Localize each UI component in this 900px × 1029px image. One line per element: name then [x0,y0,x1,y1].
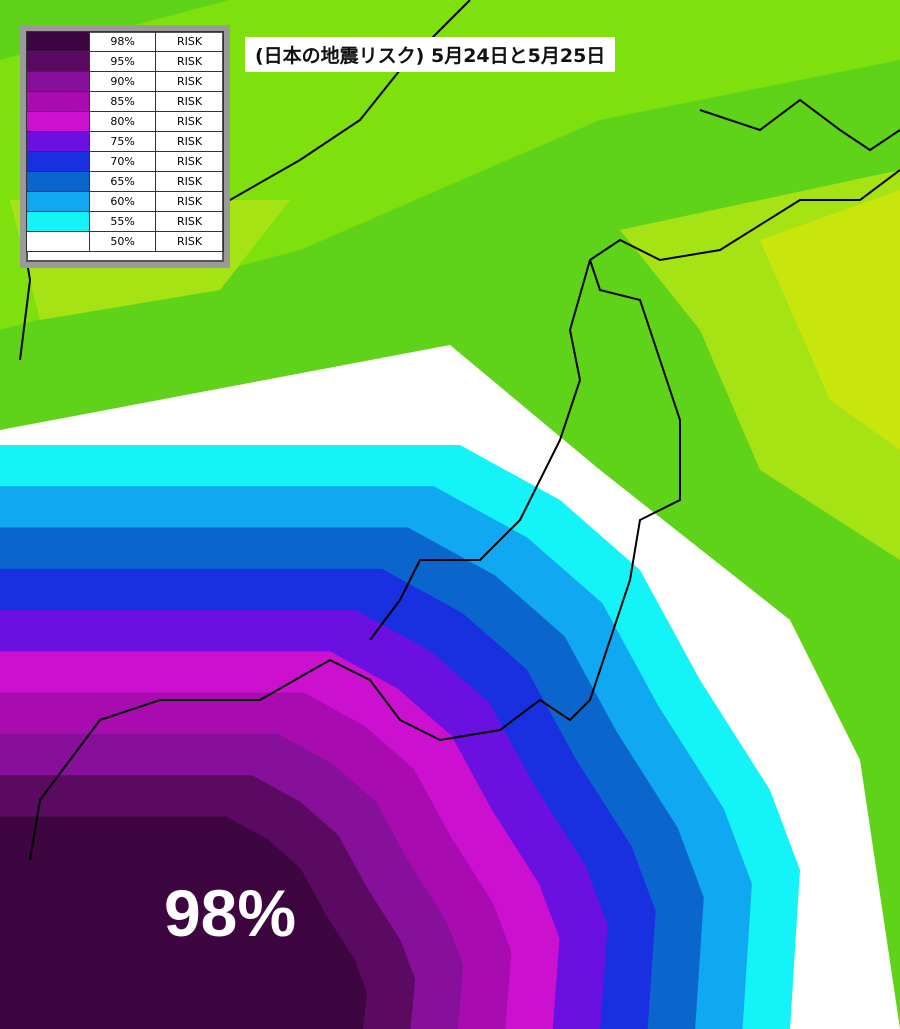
legend-row: 75% RISK [26,131,224,152]
legend-swatch [26,91,90,112]
legend-label: RISK [155,231,224,252]
legend-row: 95% RISK [26,51,224,72]
legend-percent: 55% [88,211,157,232]
legend-row: 55% RISK [26,211,224,232]
legend-swatch [26,31,90,52]
legend-swatch [26,51,90,72]
legend-percent: 90% [88,71,157,92]
legend-label: RISK [155,191,224,212]
legend-percent: 95% [88,51,157,72]
legend-row: 80% RISK [26,111,224,132]
legend-row: 85% RISK [26,91,224,112]
title: (日本の地震リスク) 5月24日と5月25日 [245,37,616,72]
legend-label: RISK [155,31,224,52]
legend-label: RISK [155,51,224,72]
legend-percent: 85% [88,91,157,112]
zone [760,190,900,450]
legend-swatch [26,191,90,212]
legend: 98% RISK 95% RISK 90% RISK 85% RISK 80% RISK 75% RI… [20,25,230,268]
legend-row: 65% RISK [26,171,224,192]
legend-row: 90% RISK [26,71,224,92]
legend-label: RISK [155,111,224,132]
legend-percent: 60% [88,191,157,212]
bands [0,445,800,1029]
legend-percent: 70% [88,151,157,172]
legend-swatch [26,231,90,252]
legend-percent: 50% [88,231,157,252]
legend-row: 50% RISK [26,231,224,252]
legend-swatch [26,131,90,152]
legend-label: RISK [155,211,224,232]
legend-swatch [26,111,90,132]
legend-swatch [26,211,90,232]
legend-row: 98% RISK [26,31,224,52]
legend-percent: 98% [88,31,157,52]
legend-row: 60% RISK [26,191,224,212]
legend-swatch [26,151,90,172]
legend-percent: 75% [88,131,157,152]
legend-row: 70% RISK [26,151,224,172]
legend-label: RISK [155,91,224,112]
legend-swatch [26,171,90,192]
center-label: 98% [163,876,297,950]
legend-swatch [26,71,90,92]
legend-label: RISK [155,71,224,92]
legend-label: RISK [155,131,224,152]
legend-percent: 80% [88,111,157,132]
legend-percent: 65% [88,171,157,192]
risk-band [0,816,368,1029]
legend-label: RISK [155,171,224,192]
legend-label: RISK [155,151,224,172]
